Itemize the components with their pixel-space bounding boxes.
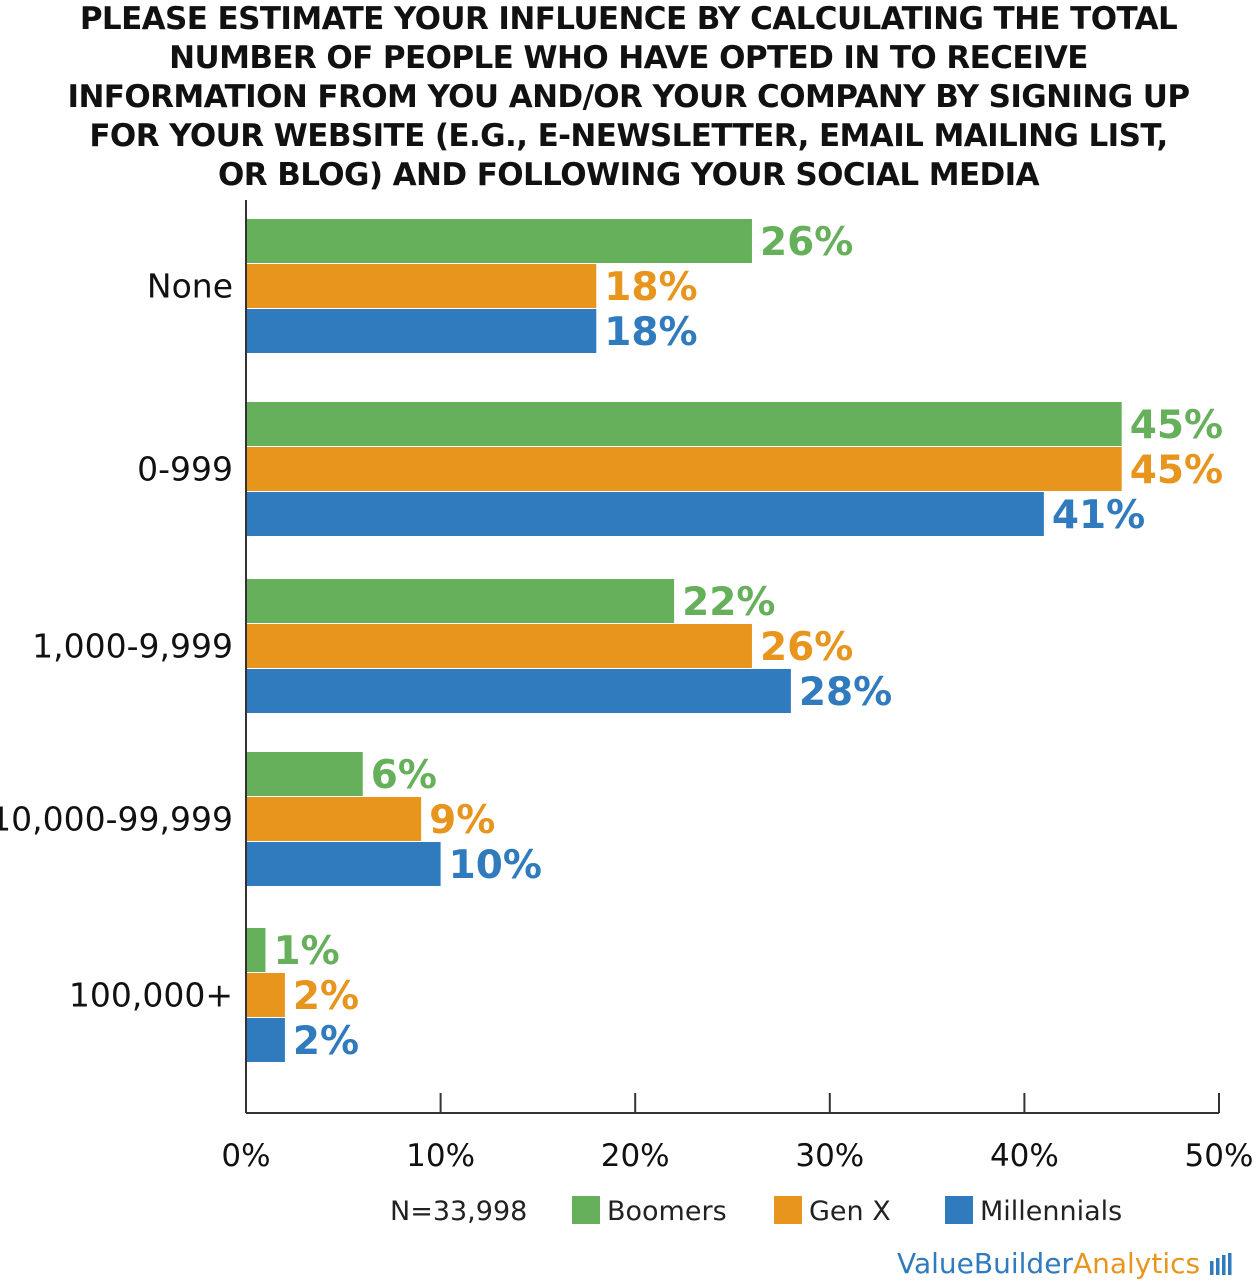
bars-group: [246, 219, 1122, 1062]
category-label: 1,000-9,999: [32, 627, 233, 666]
legend-label: Boomers: [607, 1196, 727, 1227]
legend-swatch-millennials: [945, 1196, 973, 1224]
value-label: 41%: [1052, 493, 1145, 538]
x-tick-label: 0%: [221, 1138, 270, 1174]
value-label: 18%: [604, 310, 697, 355]
bar-gen-x-2: [246, 624, 752, 668]
bar-gen-x-1: [246, 447, 1122, 491]
value-label: 45%: [1130, 403, 1223, 448]
chart-title: PLEASE ESTIMATE YOUR INFLUENCE BY CALCUL…: [67, 1, 1191, 193]
x-tick-label: 30%: [795, 1138, 864, 1174]
category-labels-group: None 0-999 1,000-9,999 10,000-99,999 100,000…: [0, 267, 233, 1015]
bar-millennials-2: [246, 669, 791, 713]
x-tick-label: 10%: [406, 1138, 475, 1174]
brand-logo: ValueBuilderAnalytics: [897, 1247, 1235, 1281]
category-label: None: [147, 267, 233, 306]
category-label: 10,000-99,999: [0, 800, 233, 839]
value-label: 45%: [1130, 448, 1223, 493]
value-label: 10%: [449, 843, 542, 888]
value-label: 28%: [799, 670, 892, 715]
legend-label: Gen X: [809, 1196, 891, 1227]
legend-swatch-gen-x: [774, 1196, 802, 1224]
bar-boomers-4: [246, 928, 266, 972]
bar-gen-x-0: [246, 264, 597, 308]
axes-group: 0% 10% 20% 30% 40% 50%: [221, 200, 1253, 1174]
sample-size-note: N=33,998: [390, 1196, 527, 1227]
x-tick-label: 20%: [601, 1138, 670, 1174]
bar-boomers-2: [246, 579, 675, 623]
value-labels-group: 26%18%18%45%45%41%22%26%28%6%9%10%1%2%2%: [273, 220, 1223, 1064]
bar-chart-icon: [1210, 1253, 1232, 1275]
value-label: 1%: [273, 929, 339, 974]
bar-millennials-4: [246, 1018, 285, 1062]
value-label: 22%: [682, 580, 775, 625]
legend-label: Millennials: [980, 1196, 1122, 1227]
x-tick-label: 40%: [990, 1138, 1059, 1174]
category-label: 0-999: [137, 450, 233, 489]
value-label: 9%: [429, 798, 495, 843]
legend-swatch-boomers: [572, 1196, 600, 1224]
bar-gen-x-4: [246, 973, 285, 1017]
bar-millennials-3: [246, 842, 441, 886]
bar-boomers-1: [246, 402, 1122, 446]
value-label: 26%: [760, 220, 853, 265]
bar-millennials-1: [246, 492, 1044, 536]
x-tick-label: 50%: [1185, 1138, 1254, 1174]
brand-part-1: ValueBuilder: [897, 1247, 1073, 1280]
bar-boomers-0: [246, 219, 752, 263]
bar-boomers-3: [246, 752, 363, 796]
category-label: 100,000+: [69, 976, 233, 1015]
value-label: 2%: [293, 1019, 359, 1064]
legend: N=33,998 Boomers Gen X Millennials: [390, 1196, 1122, 1227]
bar-gen-x-3: [246, 797, 422, 841]
brand-part-2: Analytics: [1072, 1247, 1201, 1280]
value-label: 6%: [371, 753, 437, 798]
value-label: 2%: [293, 974, 359, 1019]
value-label: 18%: [604, 265, 697, 310]
bar-millennials-0: [246, 309, 597, 353]
value-label: 26%: [760, 625, 853, 670]
